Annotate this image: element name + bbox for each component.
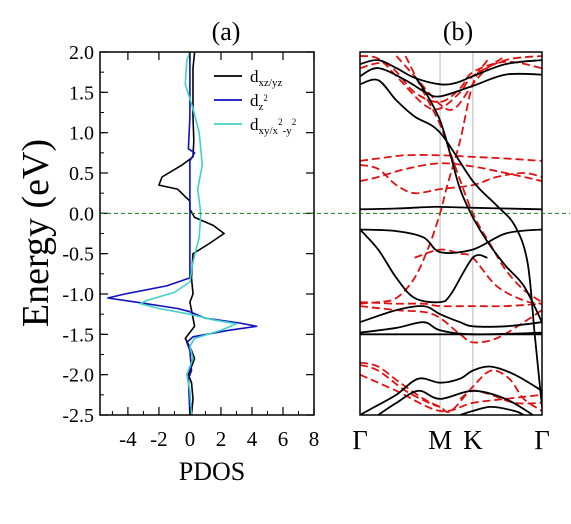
- y-tick-label: -2.0: [62, 365, 94, 387]
- pdos-series-dxz_yz: [158, 52, 225, 415]
- panel-b-label: (b): [443, 17, 473, 46]
- legend: dxz/yz dz2 dxy/x2-y2: [214, 67, 296, 137]
- band-dashed: [360, 373, 542, 413]
- panel-a-label: (a): [212, 17, 241, 46]
- x-tick-label: 2: [216, 427, 227, 451]
- band-dashed: [360, 162, 542, 182]
- band-curves: [360, 55, 542, 415]
- y-tick-label: 1.0: [69, 123, 94, 145]
- band-solid: [360, 365, 542, 415]
- legend-entry: dxz/yz: [250, 67, 282, 89]
- x-axis-title: PDOS: [179, 457, 245, 486]
- y-tick-label: 1.5: [69, 82, 94, 104]
- kpoint-label: M: [428, 425, 452, 455]
- band-solid: [360, 67, 542, 98]
- band-solid: [360, 228, 488, 304]
- band-solid: [459, 405, 525, 415]
- y-tick-label: -2.5: [62, 405, 94, 427]
- panel-a-frame: [99, 51, 315, 416]
- band-dashed: [414, 248, 542, 305]
- legend-entry: dxy/x2-y2: [250, 115, 296, 137]
- band-dashed: [360, 301, 542, 308]
- x-tick-label: 8: [309, 427, 320, 451]
- panel-b-frame: [359, 51, 543, 416]
- x-tick-label: 0: [185, 427, 196, 451]
- band-dashed: [360, 60, 542, 103]
- band-solid: [377, 389, 534, 415]
- x-tick-label: 4: [247, 427, 258, 451]
- band-solid: [360, 59, 542, 86]
- y-tick-label: 0.0: [69, 203, 94, 225]
- kpoint-label: Γ: [352, 425, 368, 455]
- band-dashed: [360, 154, 542, 162]
- band-dashed: [360, 59, 489, 305]
- band-solid: [360, 205, 542, 211]
- legend-entry: dz2: [250, 91, 268, 113]
- band-dashed: [360, 364, 441, 408]
- band-dashed: [360, 164, 542, 195]
- y-tick-label: -1.5: [62, 324, 94, 346]
- band-solid: [360, 321, 542, 336]
- band-dashed: [360, 305, 542, 344]
- band-solid: [360, 305, 542, 328]
- y-tick-label: 2.0: [69, 42, 94, 64]
- x-tick-label: 6: [278, 427, 289, 451]
- band-solid: [413, 75, 542, 323]
- kpoint-label: Γ: [534, 425, 550, 455]
- pdos-curves: [107, 52, 258, 415]
- panel-a: 2.0 1.5 1.0 0.5 0.0 -0.5 -1.0 -1.5 -2.0 -2.5 -4 -2 0…: [62, 42, 319, 451]
- x-tick-label: -2: [150, 427, 168, 451]
- pdos-series-dz2: [107, 52, 258, 415]
- band-solid: [360, 228, 542, 254]
- kpoint-label: K: [463, 425, 483, 455]
- pdos-series-dxy_x2y2: [139, 52, 238, 415]
- y-tick-label: 0.5: [69, 163, 94, 185]
- y-axis-title: Energy (eV): [15, 139, 57, 327]
- band-solid: [360, 78, 542, 407]
- x-tick-label: -4: [119, 427, 137, 451]
- y-tick-label: -0.5: [62, 244, 94, 266]
- y-tick-label: -1.0: [62, 284, 94, 306]
- band-dashed: [459, 389, 542, 405]
- band-dashed: [360, 361, 542, 413]
